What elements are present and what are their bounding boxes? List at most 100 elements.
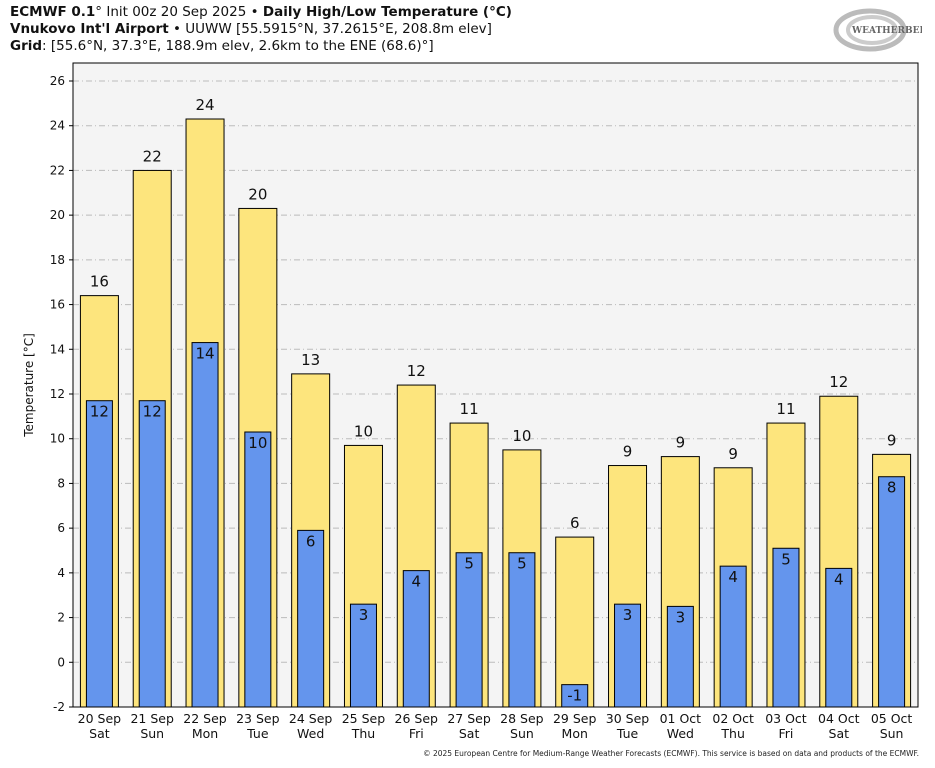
copyright-footer: © 2025 European Centre for Medium-Range … bbox=[423, 749, 919, 758]
weatherbell-logo: WEATHERBELL bbox=[832, 6, 933, 56]
low-temp-bar bbox=[455, 552, 483, 708]
high-temp-label: 9 bbox=[887, 431, 897, 449]
y-tick-label: 18 bbox=[50, 253, 65, 267]
x-tick-day: Tue bbox=[246, 726, 269, 741]
high-temp-label: 13 bbox=[301, 351, 320, 369]
y-tick-label: 2 bbox=[57, 611, 65, 625]
high-temp-label: 9 bbox=[623, 443, 633, 461]
low-temp-label: 8 bbox=[887, 479, 897, 497]
low-temp-bar bbox=[297, 529, 325, 708]
low-temp-label: 5 bbox=[517, 555, 527, 573]
y-tick-label: -2 bbox=[53, 700, 65, 714]
low-temp-bar bbox=[878, 476, 906, 708]
x-tick-date: 04 Oct bbox=[818, 711, 860, 726]
x-tick-date: 27 Sep bbox=[447, 711, 491, 726]
x-tick-date: 23 Sep bbox=[236, 711, 280, 726]
x-tick-date: 22 Sep bbox=[183, 711, 227, 726]
low-temp-label: 6 bbox=[306, 532, 316, 550]
header-line-2: Vnukovo Int'l Airport • UUWW [55.5915°N,… bbox=[10, 21, 492, 37]
x-tick-date: 26 Sep bbox=[395, 711, 439, 726]
plot-frame bbox=[72, 62, 919, 708]
low-temp-label: 4 bbox=[834, 570, 844, 588]
y-tick-label: 4 bbox=[57, 566, 65, 580]
chart-header: ECMWF 0.1° Init 00z 20 Sep 2025 • Daily … bbox=[10, 4, 512, 55]
y-axis-label: Temperature [°C] bbox=[22, 333, 36, 438]
x-tick-date: 28 Sep bbox=[500, 711, 544, 726]
y-tick-label: 14 bbox=[50, 342, 65, 356]
x-tick-date: 30 Sep bbox=[606, 711, 650, 726]
y-tick-label: 0 bbox=[57, 655, 65, 669]
high-temp-label: 20 bbox=[248, 185, 267, 203]
x-tick-date: 24 Sep bbox=[289, 711, 333, 726]
low-temp-bar bbox=[772, 547, 800, 708]
low-temp-label: 14 bbox=[195, 345, 214, 363]
low-temp-label: 4 bbox=[728, 568, 738, 586]
x-tick-day: Sat bbox=[89, 726, 110, 741]
x-tick-day: Wed bbox=[297, 726, 324, 741]
low-temp-bar bbox=[244, 431, 272, 708]
low-temp-bar bbox=[825, 567, 853, 708]
low-temp-label: 5 bbox=[464, 555, 474, 573]
x-tick-day: Mon bbox=[192, 726, 218, 741]
y-tick-label: 6 bbox=[57, 521, 65, 535]
x-tick-day: Thu bbox=[351, 726, 375, 741]
low-temp-label: 10 bbox=[248, 434, 267, 452]
x-tick-day: Wed bbox=[667, 726, 694, 741]
y-tick-label: 20 bbox=[50, 208, 65, 222]
header-line-1: ECMWF 0.1° Init 00z 20 Sep 2025 • Daily … bbox=[10, 4, 512, 20]
x-tick-day: Thu bbox=[720, 726, 744, 741]
y-tick-label: 26 bbox=[50, 74, 65, 88]
low-temp-bar bbox=[85, 400, 113, 708]
high-temp-label: 11 bbox=[460, 400, 479, 418]
x-tick-date: 25 Sep bbox=[342, 711, 386, 726]
low-temp-bar bbox=[666, 605, 694, 708]
high-temp-label: 22 bbox=[143, 147, 162, 165]
low-temp-label: 4 bbox=[412, 573, 422, 591]
high-temp-label: 11 bbox=[776, 400, 795, 418]
low-temp-label: 3 bbox=[359, 606, 369, 624]
low-temp-label: -1 bbox=[567, 687, 582, 705]
x-tick-day: Sun bbox=[880, 726, 904, 741]
x-tick-date: 03 Oct bbox=[765, 711, 807, 726]
header-line-3: Grid: [55.6°N, 37.3°E, 188.9m elev, 2.6k… bbox=[10, 38, 434, 54]
low-temp-bar bbox=[719, 565, 747, 708]
low-temp-label: 3 bbox=[676, 608, 686, 626]
low-temp-label: 12 bbox=[90, 403, 109, 421]
x-tick-day: Sun bbox=[510, 726, 534, 741]
low-temp-bar bbox=[614, 603, 642, 708]
x-tick-day: Sat bbox=[829, 726, 850, 741]
x-tick-date: 21 Sep bbox=[130, 711, 174, 726]
low-temp-label: 3 bbox=[623, 606, 633, 624]
high-temp-label: 16 bbox=[90, 273, 109, 291]
svg-text:WEATHERBELL: WEATHERBELL bbox=[851, 26, 922, 36]
high-temp-label: 24 bbox=[195, 96, 214, 114]
x-tick-day: Sat bbox=[459, 726, 480, 741]
low-temp-label: 12 bbox=[143, 403, 162, 421]
x-tick-day: Fri bbox=[779, 726, 794, 741]
x-tick-day: Tue bbox=[616, 726, 639, 741]
high-temp-label: 10 bbox=[512, 427, 531, 445]
low-temp-bar bbox=[508, 552, 536, 708]
high-temp-label: 12 bbox=[407, 362, 426, 380]
low-temp-bar bbox=[138, 400, 166, 708]
x-tick-date: 01 Oct bbox=[660, 711, 702, 726]
y-tick-label: 12 bbox=[50, 387, 65, 401]
y-tick-label: 16 bbox=[50, 298, 65, 312]
y-tick-label: 24 bbox=[50, 119, 65, 133]
y-tick-label: 22 bbox=[50, 163, 65, 177]
high-temp-label: 6 bbox=[570, 514, 580, 532]
y-tick-label: 8 bbox=[57, 476, 65, 490]
low-temp-bar bbox=[191, 342, 219, 708]
low-temp-bar bbox=[402, 570, 430, 708]
low-temp-label: 5 bbox=[781, 550, 791, 568]
high-temp-label: 9 bbox=[728, 445, 738, 463]
x-tick-date: 20 Sep bbox=[78, 711, 122, 726]
high-temp-label: 10 bbox=[354, 422, 373, 440]
high-temp-label: 9 bbox=[676, 434, 686, 452]
x-tick-day: Fri bbox=[409, 726, 424, 741]
high-temp-bar bbox=[555, 536, 595, 708]
x-tick-date: 05 Oct bbox=[871, 711, 913, 726]
high-temp-label: 12 bbox=[829, 373, 848, 391]
x-tick-day: Sun bbox=[140, 726, 164, 741]
